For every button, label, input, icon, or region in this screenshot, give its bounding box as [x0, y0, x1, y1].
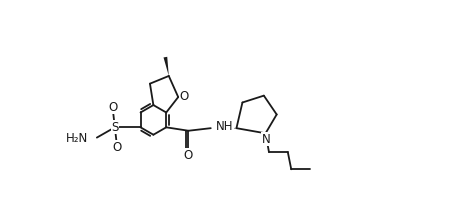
Text: S: S	[111, 121, 119, 134]
Text: O: O	[109, 101, 118, 114]
Text: O: O	[184, 149, 193, 162]
Text: O: O	[179, 90, 189, 103]
Polygon shape	[164, 57, 169, 76]
Text: O: O	[112, 141, 121, 154]
Text: NH: NH	[216, 120, 233, 133]
Polygon shape	[222, 127, 236, 130]
Text: N: N	[262, 133, 271, 146]
Text: H₂N: H₂N	[66, 132, 88, 145]
